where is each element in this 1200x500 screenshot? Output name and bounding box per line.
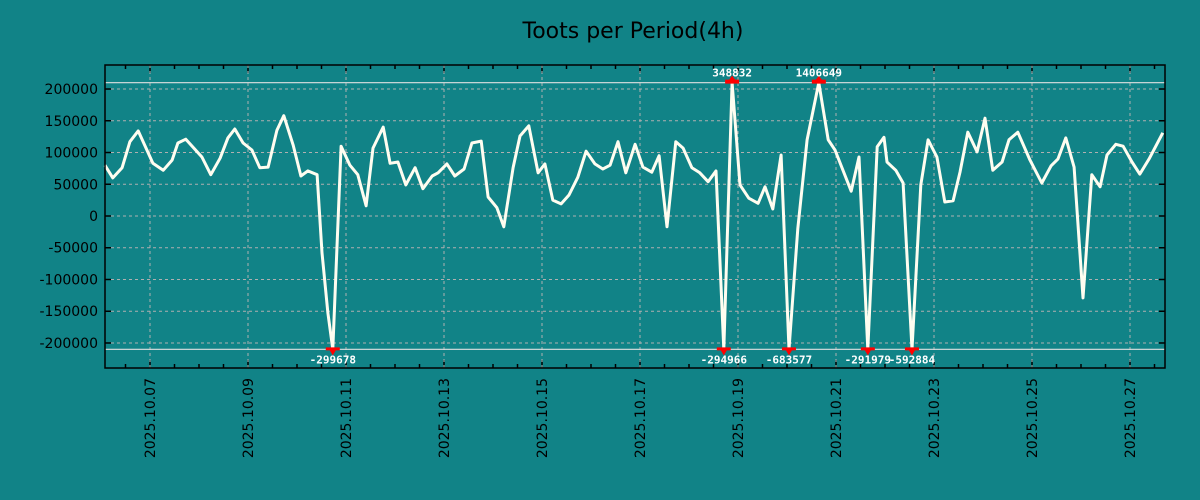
y-tick-label: -50000 bbox=[48, 241, 98, 257]
overflow-marker-down bbox=[325, 347, 340, 356]
x-tick-label: 2025.10.19 bbox=[731, 378, 747, 458]
chart-title: Toots per Period(4h) bbox=[522, 19, 744, 44]
x-tick-label: 2025.10.25 bbox=[1025, 378, 1041, 458]
x-tick-label: 2025.10.15 bbox=[535, 378, 551, 458]
x-tick-label: 2025.10.17 bbox=[633, 378, 649, 458]
overflow-label: 1406649 bbox=[796, 67, 842, 80]
y-tick-label: 200000 bbox=[45, 82, 98, 98]
y-tick-label: 100000 bbox=[45, 146, 98, 162]
x-tick-label: 2025.10.27 bbox=[1123, 378, 1139, 458]
overflow-marker-up bbox=[725, 75, 740, 84]
y-tick-label: -200000 bbox=[40, 336, 99, 352]
overflow-marker-down bbox=[904, 347, 919, 356]
overflow-marker-down bbox=[716, 347, 731, 356]
y-tick-label: -100000 bbox=[40, 272, 99, 288]
x-tick-label: 2025.10.13 bbox=[437, 378, 453, 458]
overflow-label: -291979 bbox=[845, 353, 891, 366]
overflow-label: -299678 bbox=[310, 353, 356, 366]
y-tick-label: 150000 bbox=[45, 114, 98, 130]
x-tick-label: 2025.10.23 bbox=[927, 378, 943, 458]
x-tick-label: 2025.10.11 bbox=[339, 378, 355, 458]
x-tick-label: 2025.10.09 bbox=[241, 378, 257, 458]
plot-frame bbox=[104, 64, 1166, 369]
overflow-marker-down bbox=[781, 347, 796, 356]
x-tick-label: 2025.10.07 bbox=[143, 378, 159, 458]
y-tick-label: -150000 bbox=[40, 304, 99, 320]
x-tick-label: 2025.10.21 bbox=[829, 378, 845, 458]
overflow-marker-down bbox=[860, 347, 875, 356]
y-tick-label: 50000 bbox=[53, 177, 98, 193]
overflow-label: -294966 bbox=[701, 353, 748, 366]
overflow-label: -683577 bbox=[766, 353, 812, 366]
overflow-label: 348832 bbox=[712, 67, 752, 80]
overflow-label: -592884 bbox=[889, 353, 936, 366]
overflow-marker-up bbox=[811, 75, 826, 84]
y-tick-label: 0 bbox=[89, 209, 98, 225]
